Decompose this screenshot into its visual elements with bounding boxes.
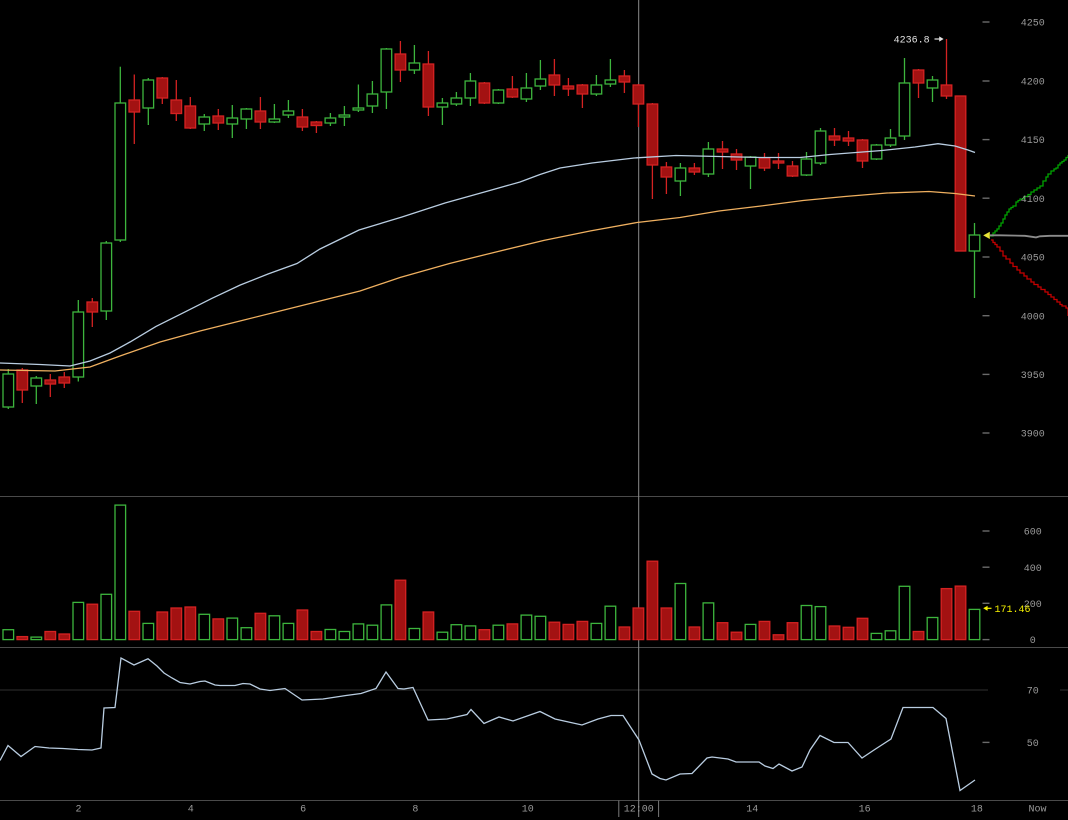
svg-text:Now: Now (1028, 805, 1046, 816)
svg-text:4236.8: 4236.8 (894, 36, 930, 47)
svg-text:2: 2 (75, 805, 81, 816)
svg-text:8: 8 (412, 805, 418, 816)
svg-text:3950: 3950 (1021, 371, 1045, 382)
svg-text:4: 4 (188, 805, 194, 816)
svg-text:0: 0 (1030, 636, 1036, 647)
svg-text:4150: 4150 (1021, 136, 1045, 147)
svg-text:4100: 4100 (1021, 195, 1045, 206)
svg-text:171.46: 171.46 (995, 605, 1031, 616)
svg-text:6: 6 (300, 805, 306, 816)
svg-text:200: 200 (1024, 600, 1042, 611)
svg-text:3900: 3900 (1021, 430, 1045, 441)
svg-text:400: 400 (1024, 564, 1042, 575)
svg-text:18: 18 (971, 805, 983, 816)
svg-text:70: 70 (1027, 687, 1039, 698)
svg-text:10: 10 (522, 805, 534, 816)
svg-text:14: 14 (746, 805, 758, 816)
svg-text:50: 50 (1027, 739, 1039, 750)
svg-text:4000: 4000 (1021, 312, 1045, 323)
svg-text:16: 16 (859, 805, 871, 816)
svg-text:600: 600 (1024, 528, 1042, 539)
svg-text:4050: 4050 (1021, 254, 1045, 265)
svg-text:12:00: 12:00 (624, 805, 654, 816)
svg-text:4200: 4200 (1021, 78, 1045, 89)
svg-text:4250: 4250 (1021, 19, 1045, 30)
